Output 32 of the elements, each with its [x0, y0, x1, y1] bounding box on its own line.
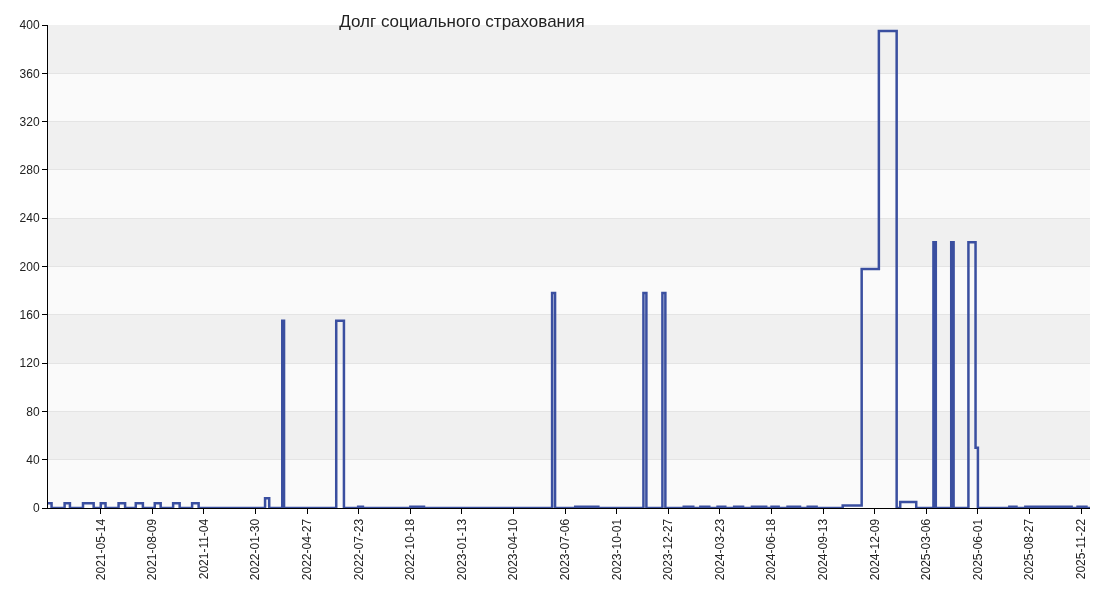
y-tick-label: 400 [19, 18, 40, 33]
x-tick-label: 2022-01-30 [248, 518, 263, 581]
x-tick-label: 2023-04-10 [506, 518, 521, 581]
y-tick-label: 0 [32, 501, 40, 516]
y-tick-label: 240 [19, 211, 40, 226]
x-tick-label: 2025-06-01 [970, 518, 985, 581]
x-tick-label: 2021-08-09 [145, 518, 160, 581]
y-tick-label: 160 [19, 308, 40, 322]
x-tick-label: 2023-07-06 [558, 518, 573, 581]
x-tick-label: 2024-06-18 [764, 518, 779, 581]
x-tick-label: 2023-01-13 [454, 518, 469, 581]
y-tick-label: 360 [19, 66, 40, 81]
y-tick-label: 40 [26, 452, 40, 467]
x-tick-label: 2023-12-27 [661, 518, 676, 581]
y-tick-label: 200 [19, 259, 40, 274]
chart-title: Долг социального страхования [339, 11, 585, 31]
x-tick-label: 2023-10-01 [609, 518, 624, 581]
x-tick-label: 2024-03-23 [712, 518, 727, 581]
x-tick-label: 2022-10-18 [403, 518, 418, 581]
x-tick-label: 2022-04-27 [300, 518, 315, 581]
x-tick-label: 2025-11-22 [1074, 518, 1088, 580]
x-tick-label: 2024-12-09 [867, 518, 882, 581]
x-tick-label: 2025-03-06 [919, 518, 934, 581]
y-tick-label: 80 [26, 404, 40, 419]
y-tick-label: 320 [19, 114, 40, 129]
y-tick-label: 120 [19, 356, 40, 371]
x-tick-label: 2021-05-14 [93, 518, 108, 581]
x-tick-label: 2022-07-23 [351, 518, 366, 581]
x-tick-label: 2021-11-04 [196, 518, 211, 580]
x-tick-label: 2025-08-27 [1022, 518, 1037, 581]
x-tick-label: 2024-09-13 [816, 518, 831, 581]
y-tick-label: 280 [19, 163, 40, 178]
